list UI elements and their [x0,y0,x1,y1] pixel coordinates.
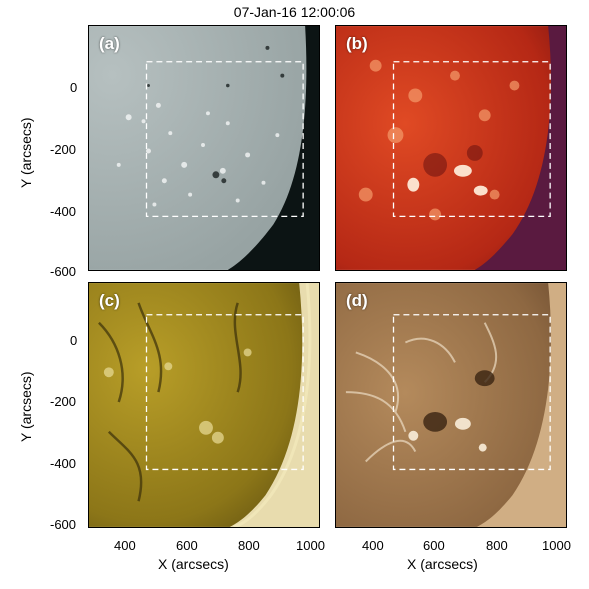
ytick-bottom-600: -600 [50,517,77,532]
panel-b-euv-red: (b) [335,25,567,271]
roi-box [145,314,304,471]
ytick-bottom-0: 0 [70,333,78,348]
ylabel-top: Y (arcsecs) [18,117,34,188]
xtick-left-1000: 1000 [296,538,325,553]
panel-a-magnetogram: (a) [88,25,320,271]
xtick-left-600: 600 [176,538,198,553]
xtick-left-400: 400 [114,538,136,553]
euv-yellow-image [89,283,319,527]
xtick-right-1000: 1000 [542,538,571,553]
panel-d-euv-brown: (d) [335,282,567,528]
magnetogram-image [89,26,319,270]
ylabel-bottom: Y (arcsecs) [18,371,34,442]
euv-red-image [336,26,566,270]
ytick-top-400: -400 [50,204,77,219]
xlabel-right: X (arcsecs) [407,556,478,572]
panel-c-euv-yellow: (c) [88,282,320,528]
xtick-right-400: 400 [362,538,384,553]
panel-label-a: (a) [99,34,120,53]
ytick-top-0: 0 [70,80,78,95]
panel-label-c: (c) [99,291,120,310]
xtick-left-800: 800 [238,538,260,553]
ytick-bottom-200: -200 [50,394,77,409]
euv-brown-image [336,283,566,527]
xtick-right-600: 600 [423,538,445,553]
ytick-top-600: -600 [50,264,77,279]
xlabel-left: X (arcsecs) [158,556,229,572]
ytick-bottom-400: -400 [50,456,77,471]
ytick-top-200: -200 [50,142,77,157]
panel-label-b: (b) [346,34,368,53]
page-title: 07-Jan-16 12:00:06 [233,4,356,20]
roi-box [392,314,551,471]
panel-label-d: (d) [346,291,368,310]
xtick-right-800: 800 [486,538,508,553]
